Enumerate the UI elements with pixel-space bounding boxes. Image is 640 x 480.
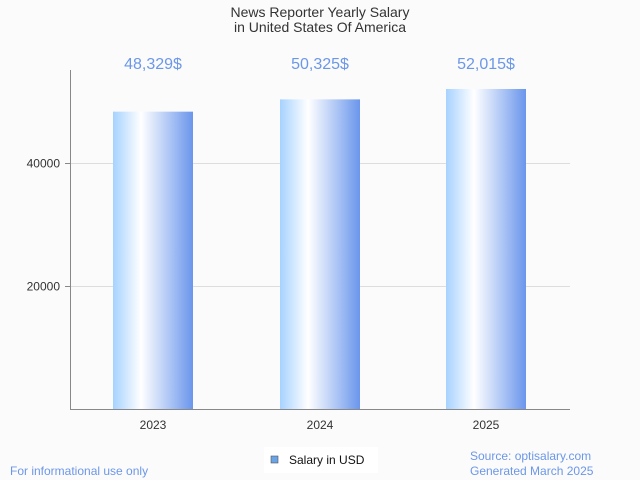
chart-subtitle: in United States Of America: [234, 19, 406, 35]
chart-title: News Reporter Yearly Salary: [231, 4, 410, 20]
data-label: 48,329$: [124, 56, 182, 73]
y-tick-label: 40000: [27, 157, 61, 171]
footer-disclaimer: For informational use only: [10, 464, 148, 478]
footer-source: Source: optisalary.com: [470, 449, 591, 463]
legend-box: [264, 447, 378, 473]
x-tick-label: 2024: [307, 418, 334, 432]
legend-label[interactable]: Salary in USD: [289, 453, 365, 467]
bar-2024: [280, 99, 360, 409]
data-label: 52,015$: [457, 56, 515, 73]
bar-2025: [446, 88, 526, 409]
x-tick-label: 2025: [473, 418, 500, 432]
y-tick-label: 20000: [27, 280, 61, 294]
legend-swatch: [270, 455, 279, 464]
footer-generated: Generated March 2025: [470, 464, 594, 478]
bar-2023: [113, 111, 193, 410]
data-label: 50,325$: [291, 56, 349, 73]
x-tick-label: 2023: [140, 418, 167, 432]
